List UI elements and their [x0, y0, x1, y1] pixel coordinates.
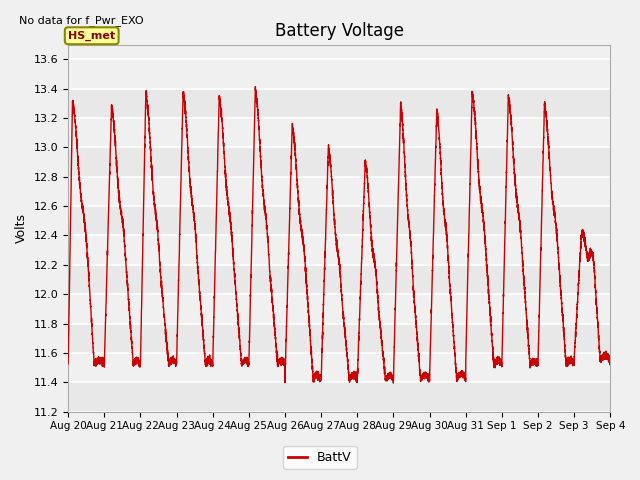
Bar [68, 118, 611, 147]
Bar [68, 324, 611, 353]
Bar [68, 59, 611, 89]
Text: No data for f_Pwr_EXO: No data for f_Pwr_EXO [19, 15, 144, 26]
Bar [68, 294, 611, 324]
Bar [68, 206, 611, 236]
Bar [68, 89, 611, 118]
Title: Battery Voltage: Battery Voltage [275, 22, 404, 40]
Bar [68, 353, 611, 382]
Text: HS_met: HS_met [68, 31, 115, 41]
Bar [68, 265, 611, 294]
Bar [68, 177, 611, 206]
Bar [68, 382, 611, 412]
Legend: BattV: BattV [284, 446, 356, 469]
Bar [68, 147, 611, 177]
Bar [68, 236, 611, 265]
Y-axis label: Volts: Volts [15, 213, 28, 243]
